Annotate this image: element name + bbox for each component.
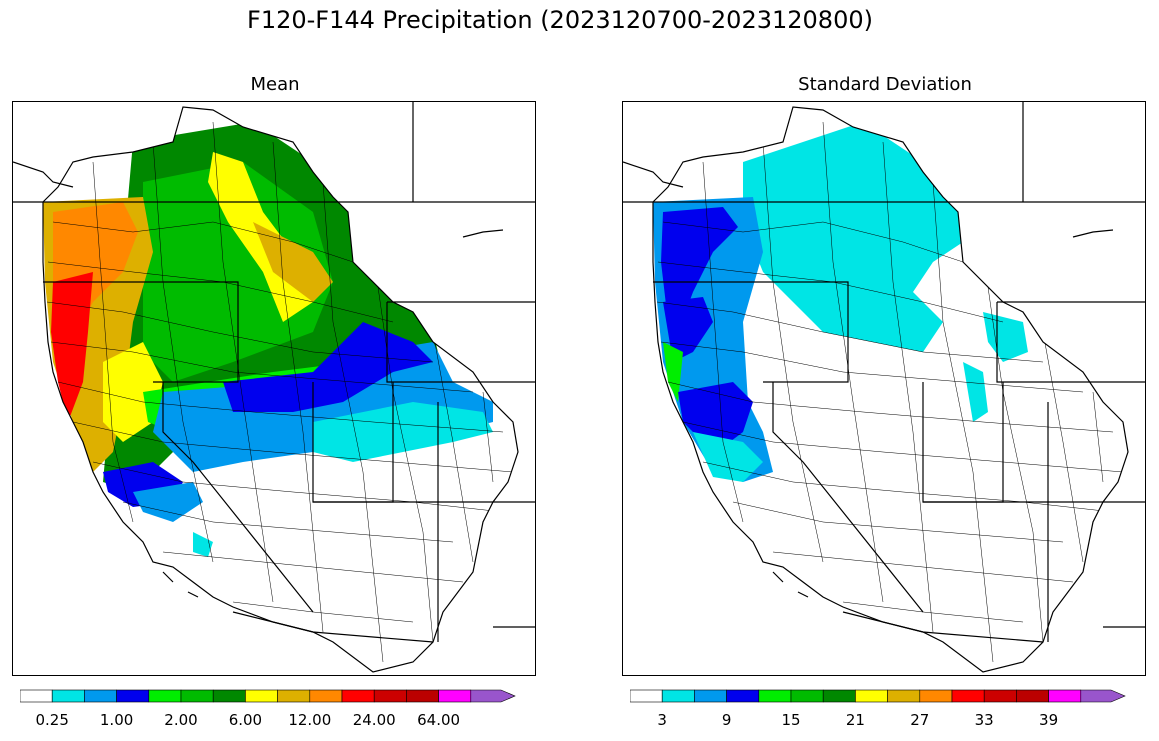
stddev-colorbar-tick-label: 15 (781, 711, 801, 729)
stddev-colorbar-tick-label: 27 (910, 711, 930, 729)
stddev-colorbar (630, 689, 1126, 703)
mean-map-canvas (13, 102, 535, 673)
stddev-colorbar-swatch (790, 689, 824, 703)
stddev-colorbar-swatch (983, 689, 1017, 703)
mean-colorbar-swatch (116, 689, 150, 703)
mean-map (12, 101, 536, 676)
mean-state-borders (13, 102, 535, 673)
mean-colorbar-swatch (180, 689, 214, 703)
mean-colorbar-tick-label: 6.00 (228, 711, 263, 729)
mean-colorbar-tick-label: 64.00 (417, 711, 461, 729)
stddev-colorbar-swatch (726, 689, 760, 703)
mean-colorbar-swatch (20, 689, 53, 703)
mean-colorbar-swatch (341, 689, 375, 703)
stddev-colorbar-swatch (887, 689, 921, 703)
stddev-colorbar-tick-label: 39 (1039, 711, 1059, 729)
mean-panel-title: Mean (250, 74, 300, 95)
mean-colorbar-swatch (438, 689, 472, 703)
figure-title: F120-F144 Precipitation (2023120700-2023… (247, 6, 873, 34)
stddev-colorbar-tick-label: 33 (974, 711, 994, 729)
mean-colorbar-swatch (277, 689, 311, 703)
mean-colorbar-tick-label: 12.00 (288, 711, 332, 729)
stddev-colorbar-swatch (1016, 689, 1049, 703)
mean-colorbar-swatch (212, 689, 246, 703)
mean-colorbar (20, 689, 516, 703)
stddev-colorbar-swatch (919, 689, 953, 703)
mean-colorbar-tick-label: 1.00 (99, 711, 134, 729)
stddev-state-borders (623, 102, 1145, 673)
stddev-panel-title: Standard Deviation (798, 74, 972, 95)
stddev-colorbar-swatch (694, 689, 727, 703)
stddev-colorbar-tick-label: 9 (721, 711, 732, 729)
stddev-basin-boundaries (656, 121, 1124, 663)
mean-colorbar-swatch (373, 689, 407, 703)
stddev-precip-field (653, 107, 1128, 672)
mean-colorbar-swatch (51, 689, 85, 703)
stddev-colorbar-tick-label: 3 (657, 711, 667, 729)
mean-colorbar-swatch (84, 689, 117, 703)
mean-colorbar-swatch (406, 689, 439, 703)
stddev-colorbar-swatch (661, 689, 695, 703)
mean-colorbar-tick-label: 24.00 (352, 711, 396, 729)
stddev-colorbar-swatch (855, 689, 888, 703)
stddev-colorbar-tick-label: 21 (845, 711, 865, 729)
mean-colorbar-swatch (245, 689, 278, 703)
mean-precip-field (43, 107, 518, 672)
mean-colorbar-tick-label: 2.00 (164, 711, 198, 729)
stddev-colorbar-swatch (1080, 689, 1126, 703)
stddev-colorbar-swatch (951, 689, 985, 703)
stddev-colorbar-swatch (822, 689, 856, 703)
stddev-colorbar-swatch (630, 689, 663, 703)
stddev-colorbar-swatch (1048, 689, 1082, 703)
mean-colorbar-swatch (309, 689, 343, 703)
stddev-colorbar-swatch (758, 689, 792, 703)
stddev-map (622, 101, 1146, 676)
mean-colorbar-swatch (148, 689, 182, 703)
stddev-map-canvas (623, 102, 1145, 673)
mean-colorbar-tick-label: 0.25 (35, 711, 69, 729)
mean-colorbar-swatch (470, 689, 516, 703)
